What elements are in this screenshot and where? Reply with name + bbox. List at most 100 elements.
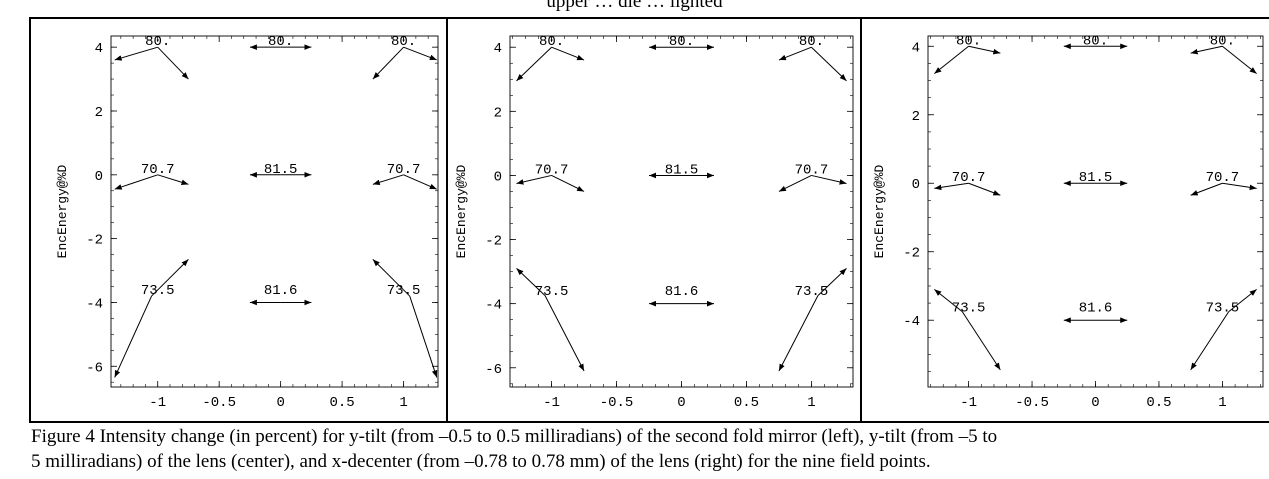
plot-frame [927, 35, 1264, 388]
vector-arrow [403, 174, 437, 190]
vector-arrow [811, 174, 847, 185]
vector-arrow [778, 295, 819, 372]
value-label: 70.7 [1206, 170, 1240, 186]
value-label: 81.5 [1079, 170, 1113, 186]
x-tick-label: 0.5 [734, 395, 759, 411]
x-tick-label: 0 [677, 395, 685, 411]
value-label: 70.7 [535, 162, 569, 178]
vector-arrow [968, 182, 1001, 196]
y-tick-label: -6 [86, 360, 103, 376]
value-label: 73.5 [535, 284, 569, 300]
vector-arrow [778, 46, 812, 61]
vector-arrow [934, 182, 969, 191]
vector-arrow [372, 174, 404, 185]
value-label: 81.6 [665, 284, 699, 300]
y-tick-label: 0 [494, 169, 502, 185]
y-tick-label: 4 [912, 40, 920, 56]
value-label: 70.7 [952, 170, 986, 186]
value-label: 80. [669, 34, 694, 50]
x-tick-label: -1 [960, 395, 977, 411]
figure-frame [29, 17, 1269, 423]
vector-arrow [1222, 45, 1257, 75]
x-tick-label: 1 [399, 395, 407, 411]
value-label: 73.5 [387, 283, 421, 299]
vector-arrow [1190, 45, 1223, 55]
x-tick-label: 1 [807, 395, 815, 411]
value-label: 73.5 [952, 300, 986, 316]
value-label: 81.5 [264, 162, 298, 178]
panel-divider-right [860, 17, 862, 423]
value-label: 70.7 [795, 162, 829, 178]
vector-arrow [114, 295, 153, 378]
value-label: 80. [956, 33, 981, 49]
value-label: 70.7 [387, 162, 421, 178]
y-tick-label: 0 [95, 169, 103, 185]
value-label: 80. [799, 34, 824, 50]
plot-frame [110, 35, 439, 388]
figure-caption: Figure 4 Intensity change (in percent) f… [31, 424, 1269, 474]
x-tick-label: 0.5 [330, 395, 355, 411]
vector-arrow [114, 46, 158, 61]
vector-arrow [157, 174, 189, 185]
x-tick-label: -1 [543, 395, 560, 411]
chart-panel-left: -1 -0.5 0 0.5 1 4 2 0 -2 -4 -6 EncEnergy@%D 80. 80. 80… [55, 34, 439, 411]
y-tick-label: 2 [494, 105, 502, 121]
vector-arrow [934, 45, 969, 75]
value-label: 80. [268, 34, 293, 50]
vector-arrow [403, 46, 437, 61]
vector-arrow [372, 259, 411, 297]
vector-arrow [544, 295, 585, 372]
x-tick-label: 0 [1091, 395, 1099, 411]
vector-arrow [372, 46, 404, 80]
panel-divider-left [446, 17, 448, 423]
chart-panel-center: -1 -0.5 0 0.5 1 4 2 0 -2 -4 -6 EncEnergy@%D 80. 80. 80… [454, 34, 854, 411]
y-tick-label: 4 [494, 41, 502, 57]
x-tick-label: 0 [276, 395, 284, 411]
vector-arrow [157, 46, 189, 80]
vector-arrow [811, 46, 847, 82]
vector-arrow [516, 268, 546, 297]
y-tick-label: -4 [903, 314, 920, 330]
vector-arrow [516, 174, 552, 185]
vector-arrow [934, 289, 963, 313]
vector-arrow [1222, 182, 1257, 191]
caption-line-1: Figure 4 Intensity change (in percent) f… [31, 426, 998, 447]
value-label: 81.6 [264, 283, 298, 299]
value-label: 80. [145, 34, 170, 50]
y-tick-label: -4 [485, 298, 502, 314]
vector-arrow [409, 295, 438, 378]
value-label: 81.5 [665, 162, 699, 178]
vector-arrow [961, 311, 1001, 371]
y-tick-label: -6 [485, 362, 502, 378]
vector-arrow [551, 46, 585, 61]
vector-arrow [817, 268, 847, 297]
value-label: 80. [391, 34, 416, 50]
vector-arrow [778, 174, 812, 192]
vector-arrow [151, 259, 189, 297]
vector-arrow [1190, 311, 1230, 371]
value-label: 73.5 [141, 283, 175, 299]
vector-arrow [1228, 289, 1257, 313]
page-header-fragment: upper … dle … lighted [546, 0, 723, 12]
y-tick-label: -2 [86, 233, 103, 249]
y-tick-label: 0 [912, 177, 920, 193]
value-label: 81.6 [1079, 300, 1113, 316]
plot-frame [509, 35, 854, 388]
vector-arrow [1190, 182, 1223, 196]
vector-arrow [551, 174, 585, 192]
y-tick-label: -4 [86, 296, 103, 312]
value-label: 70.7 [141, 162, 175, 178]
vector-arrow [114, 174, 158, 190]
chart-panel-right: -1 -0.5 0 0.5 1 4 2 0 -2 -4 EncEnergy@%D 80. 80. 80. 7… [872, 33, 1264, 411]
value-label: 80. [1083, 33, 1108, 49]
x-tick-label: -0.5 [1015, 395, 1049, 411]
vector-arrow [516, 46, 552, 82]
value-label: 73.5 [1206, 300, 1240, 316]
y-axis-label: EncEnergy@%D [454, 164, 469, 258]
y-tick-label: 2 [912, 109, 920, 125]
x-tick-label: -1 [149, 395, 166, 411]
value-label: 80. [1210, 33, 1235, 49]
y-tick-label: 2 [95, 105, 103, 121]
y-axis-label: EncEnergy@%D [55, 164, 70, 258]
y-tick-label: -2 [903, 246, 920, 262]
